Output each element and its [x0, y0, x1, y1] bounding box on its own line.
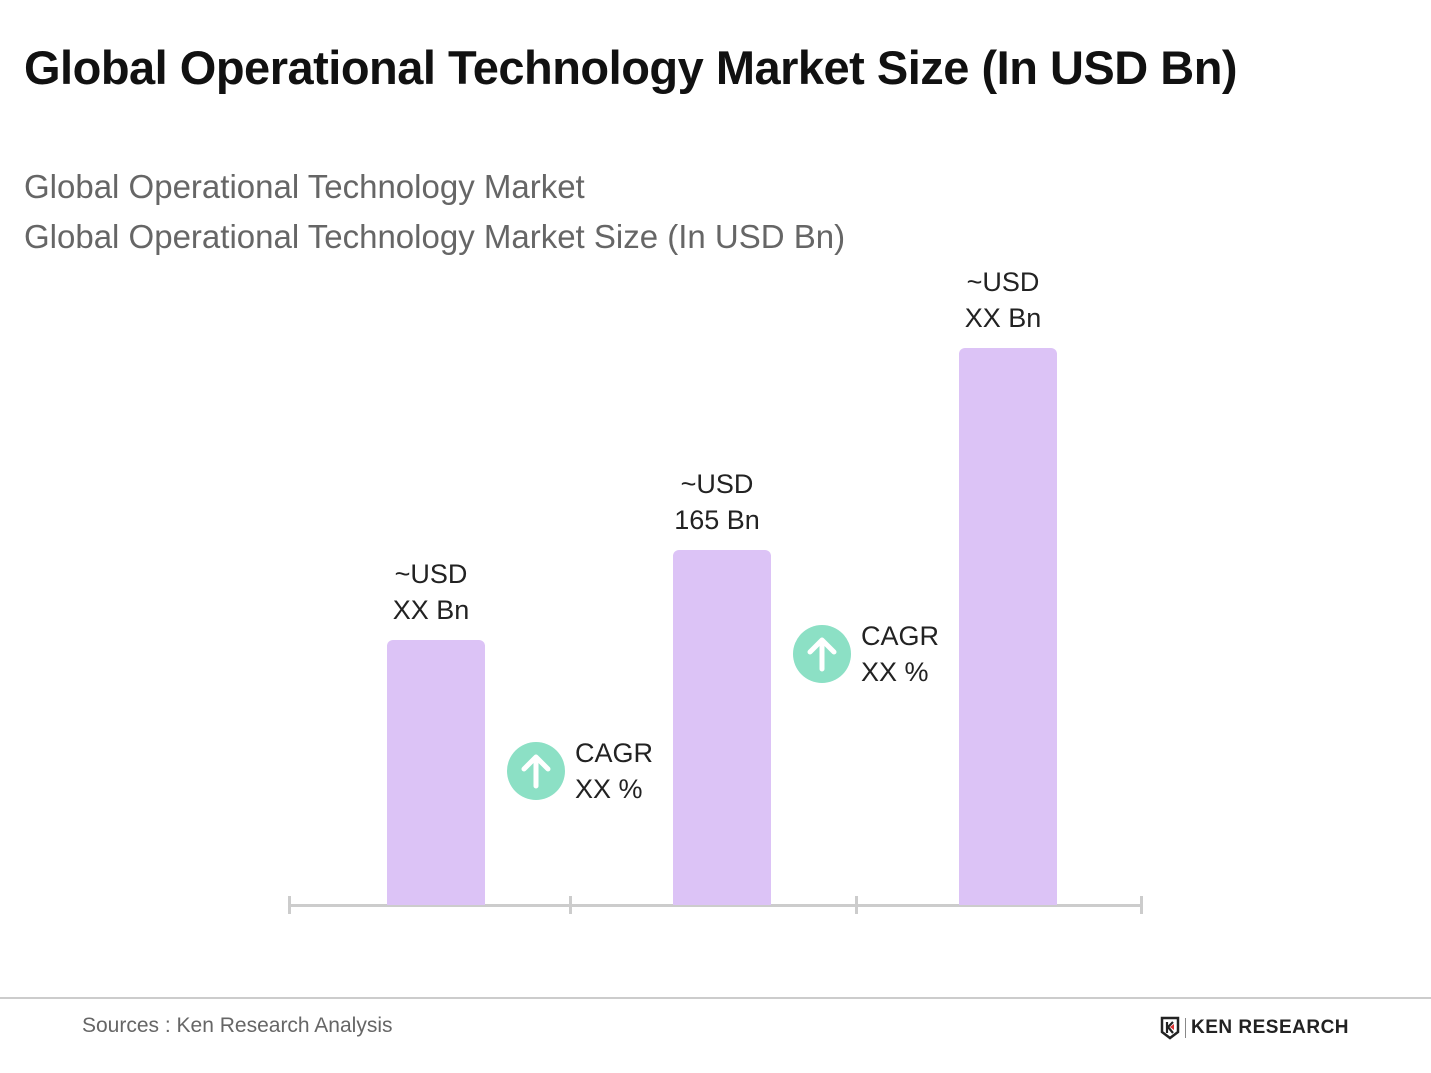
bar-data-label: ~USD XX Bn — [923, 264, 1083, 336]
cagr-label: CAGR — [861, 621, 940, 651]
data-label-currency: ~USD — [394, 559, 468, 590]
footer-divider — [0, 997, 1431, 999]
ken-logo-icon — [1160, 1016, 1180, 1040]
logo-text: KEN RESEARCH — [1191, 1017, 1350, 1038]
cagr-annotation: CAGR XX % — [793, 618, 939, 690]
cagr-label: CAGR — [575, 738, 654, 768]
bar — [673, 550, 771, 905]
bar — [959, 347, 1057, 905]
ken-research-logo: KEN RESEARCH — [1160, 1016, 1349, 1040]
source-text: Sources : Ken Research Analysis — [82, 1014, 393, 1037]
data-label-value: XX Bn — [392, 595, 470, 626]
axis-tick — [1140, 896, 1143, 914]
axis-tick — [569, 896, 572, 914]
subtitle-market: Global Operational Technology Market — [24, 168, 585, 205]
cagr-value: XX % — [861, 657, 929, 687]
x-axis — [289, 904, 1141, 907]
cagr-annotation: CAGR XX % — [507, 735, 653, 807]
data-label-value: 165 Bn — [674, 505, 760, 535]
data-label-currency: ~USD — [966, 266, 1040, 297]
chart-title: Global Operational Technology Market Siz… — [24, 41, 1238, 94]
bar — [387, 640, 485, 905]
bar-data-label: ~USD XX Bn — [351, 556, 511, 628]
axis-tick — [288, 896, 291, 914]
bar-data-label: ~USD 165 Bn — [637, 466, 797, 538]
cagr-value: XX % — [575, 774, 643, 804]
arrow-up-icon — [793, 625, 851, 683]
subtitle-market-size: Global Operational Technology Market Siz… — [24, 218, 846, 255]
data-label-value: XX Bn — [964, 302, 1042, 333]
axis-tick — [855, 896, 858, 914]
data-label-currency: ~USD — [680, 469, 754, 499]
arrow-up-icon — [507, 742, 565, 800]
